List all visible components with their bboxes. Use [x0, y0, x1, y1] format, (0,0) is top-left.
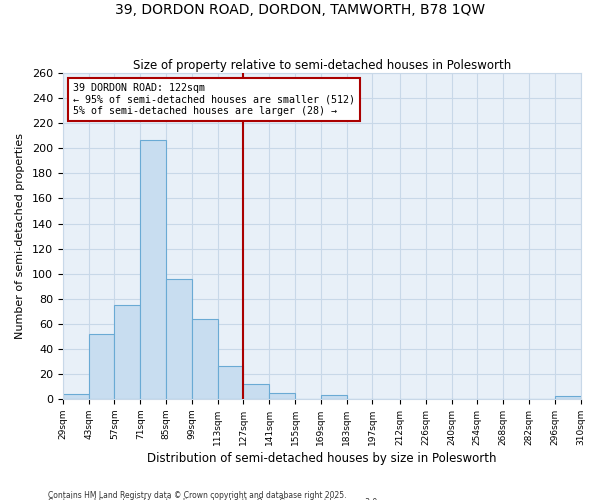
Y-axis label: Number of semi-detached properties: Number of semi-detached properties [15, 133, 25, 339]
Bar [192, 319, 218, 399]
Bar [244, 384, 269, 399]
Bar [63, 394, 89, 399]
Bar [555, 396, 581, 399]
X-axis label: Distribution of semi-detached houses by size in Polesworth: Distribution of semi-detached houses by … [147, 452, 496, 465]
Bar [269, 392, 295, 399]
Bar [321, 395, 347, 399]
Bar [218, 366, 244, 399]
Title: Size of property relative to semi-detached houses in Polesworth: Size of property relative to semi-detach… [133, 59, 511, 72]
Bar [140, 140, 166, 399]
Bar [115, 305, 140, 399]
Bar [89, 334, 115, 399]
Text: Contains public sector information licensed under the Open Government Licence v3: Contains public sector information licen… [48, 498, 380, 500]
Text: 39 DORDON ROAD: 122sqm
← 95% of semi-detached houses are smaller (512)
5% of sem: 39 DORDON ROAD: 122sqm ← 95% of semi-det… [73, 83, 355, 116]
Bar [166, 278, 192, 399]
Text: 39, DORDON ROAD, DORDON, TAMWORTH, B78 1QW: 39, DORDON ROAD, DORDON, TAMWORTH, B78 1… [115, 2, 485, 16]
Text: Contains HM Land Registry data © Crown copyright and database right 2025.: Contains HM Land Registry data © Crown c… [48, 490, 347, 500]
